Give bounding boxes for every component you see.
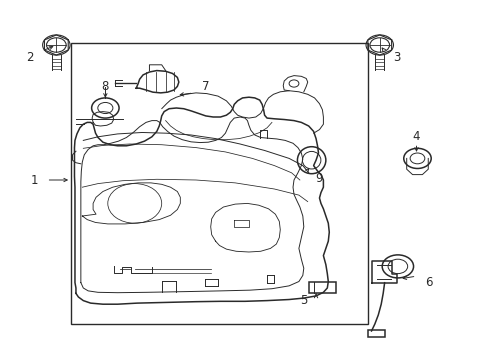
Text: 5: 5 <box>300 294 308 307</box>
Bar <box>368 330 385 337</box>
Text: 2: 2 <box>25 51 33 64</box>
Text: 4: 4 <box>413 130 420 143</box>
Text: 7: 7 <box>202 80 210 93</box>
Text: 1: 1 <box>30 174 38 186</box>
Text: 8: 8 <box>101 80 109 93</box>
Text: 6: 6 <box>425 276 433 289</box>
Text: 3: 3 <box>393 51 401 64</box>
Text: 9: 9 <box>315 172 322 185</box>
Bar <box>71 43 368 324</box>
Bar <box>309 282 336 293</box>
